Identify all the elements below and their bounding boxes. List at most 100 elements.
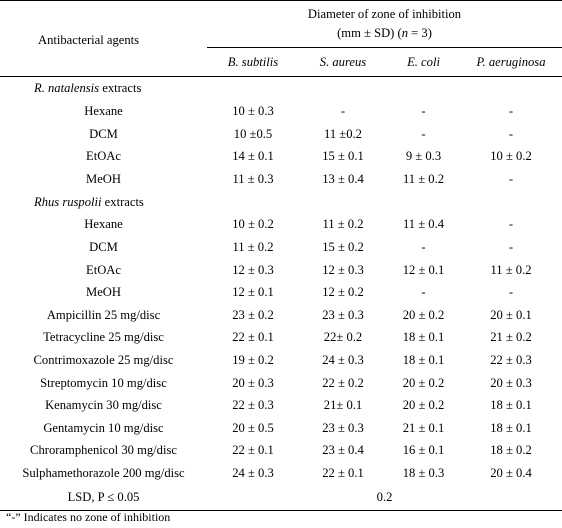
value-cell: 10 ± 0.3	[232, 104, 274, 118]
agent-cell: Gentamycin 10 mg/disc	[43, 420, 164, 435]
value-cell: 11 ± 0.2	[322, 217, 364, 232]
group-header-row: R. natalensis extracts	[0, 77, 562, 101]
value-cell: 23 ± 0.3	[322, 307, 364, 322]
group-title-rest: extracts	[99, 81, 142, 96]
table-row: DCM 11 ± 0.2 15 ± 0.2 - -	[0, 236, 562, 259]
agent-cell: Tetracycline 25 mg/disc	[43, 330, 164, 345]
agent-cell: MeOH	[86, 171, 121, 186]
value-cell: 22 ± 0.3	[232, 398, 274, 413]
lsd-row: LSD, P ≤ 0.05 0.2	[0, 484, 562, 511]
value-cell: 24 ± 0.3	[232, 465, 274, 480]
agent-cell: Ampicillin 25 mg/disc	[46, 307, 161, 322]
value-cell: -	[508, 239, 514, 254]
zone-header-prefix: (mm ± SD) (	[337, 26, 402, 40]
agents-header: Antibacterial agents	[0, 0, 207, 77]
group-header-row: Rhus ruspolii extracts	[0, 190, 562, 213]
agent-cell: Chroramphenicol 30 mg/disc	[30, 443, 177, 458]
value-cell: 23 ± 0.4	[322, 443, 364, 458]
value-cell: 18 ± 0.1	[490, 398, 532, 413]
agent-cell: DCM	[89, 126, 118, 141]
value-cell: -	[508, 126, 514, 141]
value-cell: 22 ± 0.2	[322, 375, 364, 390]
zone-header-n: n	[401, 26, 409, 40]
value-cell: 12 ± 0.2	[322, 285, 364, 300]
value-cell: 22 ± 0.1	[232, 443, 274, 458]
value-cell: 14 ± 0.1	[232, 149, 274, 164]
value-cell: 23 ± 0.3	[322, 420, 364, 435]
organism-header-row: B. subtilis S. aureus E. coli P. aerugin…	[0, 47, 562, 77]
value-cell: 21 ± 0.1	[402, 420, 445, 435]
table-row: EtOAc 14 ± 0.1 15 ± 0.1 9 ± 0.3 10 ± 0.2	[0, 145, 562, 168]
group-title-species: Rhus ruspolii	[34, 194, 102, 209]
table-row: Hexane 10 ± 0.3 - - -	[0, 100, 562, 123]
table-row: Gentamycin 10 mg/disc 20 ± 0.5 23 ± 0.3 21 …	[0, 417, 562, 440]
agent-cell: EtOAc	[86, 149, 121, 164]
value-cell: 23 ± 0.2	[232, 307, 274, 322]
value-cell: 10 ± 0.2	[232, 217, 274, 232]
value-cell: 20 ± 0.4	[490, 465, 532, 480]
value-cell: 9 ± 0.3	[405, 149, 442, 164]
value-cell: -	[421, 239, 426, 254]
table-row: DCM 10 ±0.5 11 ±0.2 - -	[0, 123, 562, 146]
value-cell: 18 ± 0.1	[402, 352, 445, 367]
agent-cell: MeOH	[86, 285, 121, 300]
value-cell: 12 ± 0.1	[232, 285, 274, 300]
table-row: Hexane 10 ± 0.2 11 ± 0.2 11 ± 0.4 -	[0, 213, 562, 236]
agent-cell: DCM	[89, 239, 118, 254]
value-cell: 11 ± 0.4	[402, 217, 445, 232]
value-cell: 22 ± 0.3	[490, 352, 532, 367]
table-row: MeOH 11 ± 0.3 13 ± 0.4 11 ± 0.2 -	[0, 168, 562, 191]
value-cell: 24 ± 0.3	[322, 352, 364, 367]
header-row: Antibacterial agents Diameter of zone of…	[0, 0, 562, 77]
value-cell: 20 ± 0.5	[232, 420, 274, 435]
lsd-value: 0.2	[207, 484, 562, 511]
value-cell: -	[508, 285, 514, 300]
value-cell: 21± 0.1	[323, 398, 363, 413]
value-cell: -	[421, 126, 426, 141]
zone-header-line2: (mm ± SD) (n = 3)	[207, 24, 562, 43]
agent-cell: EtOAc	[86, 262, 121, 277]
table-row: Kenamycin 30 mg/disc 22 ± 0.3 21± 0.1 20 ± …	[0, 394, 562, 417]
value-cell: 20 ± 0.2	[402, 398, 445, 413]
group-title: R. natalensis extracts	[0, 77, 562, 101]
organism-header: P. aeruginosa	[460, 47, 562, 77]
inhibition-table: Antibacterial agents Diameter of zone of…	[0, 0, 562, 511]
agent-cell: Hexane	[84, 104, 123, 118]
organism-header: B. subtilis	[207, 47, 299, 77]
value-cell: 20 ± 0.2	[402, 307, 445, 322]
value-cell: 11 ± 0.2	[490, 262, 532, 277]
value-cell: -	[421, 104, 426, 118]
value-cell: -	[421, 285, 426, 300]
value-cell: 12 ± 0.3	[232, 262, 274, 277]
value-cell: 11 ± 0.2	[232, 239, 274, 254]
value-cell: 22± 0.2	[323, 330, 363, 345]
zone-header-suffix: = 3)	[408, 26, 432, 40]
value-cell: 10 ±0.5	[233, 126, 273, 141]
value-cell: -	[508, 217, 514, 232]
group-title: Rhus ruspolii extracts	[0, 190, 562, 213]
table-row: Sulphamethorazole 200 mg/disc 24 ± 0.3 22 …	[0, 462, 562, 485]
value-cell: 15 ± 0.1	[322, 149, 364, 164]
value-cell: 12 ± 0.1	[402, 262, 445, 277]
value-cell: -	[508, 104, 514, 118]
table-row: Streptomycin 10 mg/disc 20 ± 0.3 22 ± 0.2 2…	[0, 372, 562, 395]
value-cell: 20 ± 0.1	[490, 307, 532, 322]
value-cell: 18 ± 0.3	[402, 465, 445, 480]
value-cell: 22 ± 0.1	[232, 330, 274, 345]
zone-header: Diameter of zone of inhibition (mm ± SD)…	[207, 0, 562, 48]
value-cell: 21 ± 0.2	[490, 330, 532, 345]
agent-cell: Contrimoxazole 25 mg/disc	[33, 352, 174, 367]
value-cell: 18 ± 0.2	[490, 443, 532, 458]
zone-header-line1: Diameter of zone of inhibition	[307, 7, 462, 21]
group-title-rest: extracts	[101, 194, 144, 209]
organism-header: E. coli	[387, 47, 460, 77]
value-cell: 19 ± 0.2	[232, 352, 274, 367]
table-row: Tetracycline 25 mg/disc 22 ± 0.1 22± 0.2 18…	[0, 326, 562, 349]
value-cell: 11 ±0.2	[324, 126, 362, 141]
agent-cell: Kenamycin 30 mg/disc	[45, 398, 162, 413]
value-cell: 18 ± 0.1	[402, 330, 445, 345]
value-cell: 15 ± 0.2	[322, 239, 364, 254]
lsd-label: LSD, P ≤ 0.05	[0, 484, 207, 511]
table-row: Contrimoxazole 25 mg/disc 19 ± 0.2 24 ± 0.…	[0, 349, 562, 372]
